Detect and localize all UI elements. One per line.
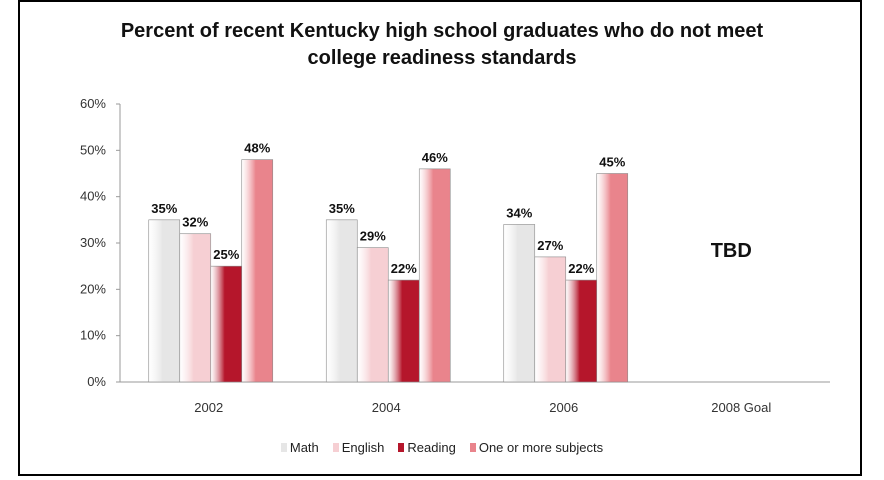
legend-item: English: [332, 440, 385, 455]
data-label: 35%: [151, 201, 177, 216]
x-tick-label: 2008 Goal: [711, 400, 771, 415]
bar: [241, 159, 274, 383]
bar: [210, 265, 243, 383]
tbd-annotation: TBD: [711, 240, 752, 262]
bar: [148, 219, 181, 383]
data-label: 22%: [391, 261, 417, 276]
data-label: 29%: [360, 229, 386, 244]
bar: [503, 224, 536, 383]
legend-swatch: [280, 443, 287, 452]
x-tick-label: 2006: [549, 400, 578, 415]
bar: [418, 168, 451, 383]
data-label: 25%: [213, 247, 239, 262]
data-label: 46%: [422, 150, 448, 165]
y-tick-label: 60%: [80, 96, 106, 111]
chart-title-line-1: Percent of recent Kentucky high school g…: [120, 20, 764, 42]
data-label: 45%: [599, 155, 625, 170]
legend-item: Reading: [398, 440, 456, 455]
chart-title: Percent of recent Kentucky high school g…: [0, 18, 884, 72]
legend-swatch: [332, 443, 339, 452]
data-label: 32%: [182, 215, 208, 230]
data-label: 34%: [506, 205, 532, 220]
y-tick-label: 50%: [80, 142, 106, 157]
x-tick-label: 2004: [372, 400, 401, 415]
legend-item: Math: [280, 440, 319, 455]
legend-swatch: [398, 443, 405, 452]
data-label: 27%: [537, 238, 563, 253]
legend-item: One or more subjects: [469, 440, 604, 455]
data-label: 35%: [329, 201, 355, 216]
x-tick-label: 2002: [194, 400, 223, 415]
y-tick-label: 0%: [87, 374, 106, 389]
bar: [596, 173, 629, 383]
bar: [179, 233, 212, 383]
y-tick-label: 40%: [80, 189, 106, 204]
legend-label: Math: [289, 440, 319, 455]
bar: [565, 279, 598, 383]
legend-label: Reading: [407, 440, 456, 455]
legend-swatch: [469, 443, 476, 452]
data-label: 22%: [568, 261, 594, 276]
bar: [387, 279, 420, 383]
chart-legend: Math English Reading One or more subjects: [0, 440, 884, 455]
y-tick-label: 10%: [80, 328, 106, 343]
y-tick-label: 30%: [80, 235, 106, 250]
legend-label: English: [341, 440, 385, 455]
bar: [356, 247, 389, 383]
bar: [534, 256, 567, 383]
bar: [325, 219, 358, 383]
y-tick-label: 20%: [80, 281, 106, 296]
data-label: 48%: [244, 141, 270, 156]
chart-title-line-2: college readiness standards: [307, 47, 577, 69]
legend-label: One or more subjects: [478, 440, 604, 455]
